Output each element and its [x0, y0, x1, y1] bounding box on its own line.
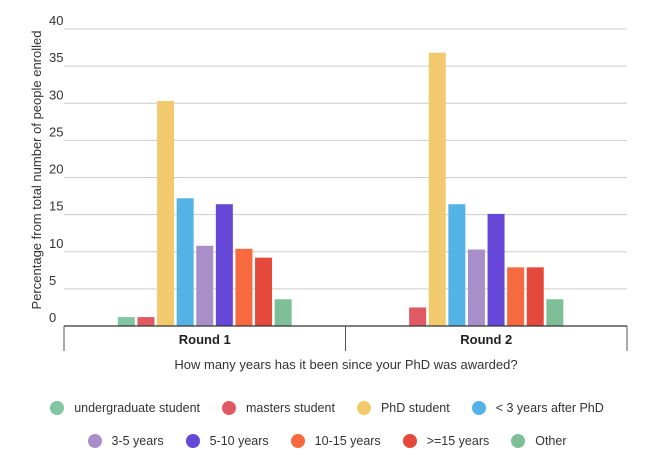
y-tick-label: 10: [49, 236, 63, 251]
bar: [117, 317, 135, 326]
bar: [409, 307, 427, 326]
y-tick-label: 15: [49, 199, 63, 214]
bar: [137, 317, 155, 326]
x-axis: Round 1 Round 2: [63, 325, 628, 351]
legend-label: 3-5 years: [111, 434, 164, 448]
bar: [467, 249, 485, 326]
legend-item: PhD student: [356, 401, 450, 415]
bar: [196, 245, 214, 326]
y-tick-label: 0: [49, 310, 56, 325]
gridlines: [64, 28, 627, 290]
legend-item: 3-5 years: [87, 434, 164, 448]
bar-chart: 0 5 10 15 20 25 30 35 40 Round 1 Round 2 Percenta…: [29, 13, 628, 372]
legend-label: 5-10 years: [209, 434, 269, 448]
legend-item: undergraduate student: [50, 401, 200, 415]
x-axis-label: How many years has it been since your Ph…: [174, 357, 517, 372]
bar: [255, 257, 273, 326]
legend-row-2: 3-5 years 5-10 years 10-15 years >=15 years…: [0, 434, 654, 448]
bar: [546, 299, 564, 326]
legend-swatch: [290, 434, 305, 448]
legend-label: undergraduate student: [74, 401, 200, 415]
y-tick-label: 25: [49, 124, 63, 139]
legend-swatch: [471, 401, 486, 415]
bar: [274, 299, 292, 326]
legend-label: PhD student: [380, 401, 450, 415]
x-category-label: Round 1: [179, 332, 231, 347]
legend-label: < 3 years after PhD: [495, 401, 604, 415]
y-tick-label: 20: [49, 162, 63, 177]
legend-swatch: [185, 434, 200, 448]
y-tick-label: 40: [49, 13, 63, 28]
legend-row-1: undergraduate student masters student PhD …: [0, 401, 654, 415]
bar: [428, 52, 446, 326]
y-axis-label: Percentage from total number of people e…: [29, 31, 44, 310]
legend-swatch: [87, 434, 102, 448]
bar: [507, 267, 525, 326]
bar: [176, 198, 194, 326]
x-category-label: Round 2: [460, 332, 512, 347]
legend-swatch: [50, 401, 65, 415]
legend-swatch: [402, 434, 417, 448]
legend-item: 10-15 years: [290, 434, 381, 448]
bar: [215, 204, 233, 326]
legend-item: masters student: [222, 401, 335, 415]
y-tick-label: 5: [49, 273, 56, 288]
legend-swatch: [222, 401, 236, 415]
y-tick-label: 35: [49, 50, 63, 65]
bar: [526, 267, 544, 326]
legend-swatch: [356, 401, 371, 415]
legend-label: >=15 years: [426, 434, 490, 448]
bar: [487, 213, 505, 326]
legend-label: 10-15 years: [314, 434, 381, 448]
legend-label: masters student: [246, 401, 335, 415]
y-axis-ticks: 0 5 10 15 20 25 30 35 40: [49, 13, 63, 325]
bar: [448, 204, 466, 326]
bar: [157, 101, 175, 327]
legend-swatch: [511, 434, 526, 448]
legend-label: Other: [535, 434, 567, 448]
legend-item: Other: [511, 434, 567, 448]
legend-item: < 3 years after PhD: [471, 401, 604, 415]
legend-item: 5-10 years: [185, 434, 269, 448]
bars: [117, 52, 564, 327]
y-tick-label: 30: [49, 87, 63, 102]
legend-item: >=15 years: [402, 434, 490, 448]
bar: [235, 248, 253, 326]
